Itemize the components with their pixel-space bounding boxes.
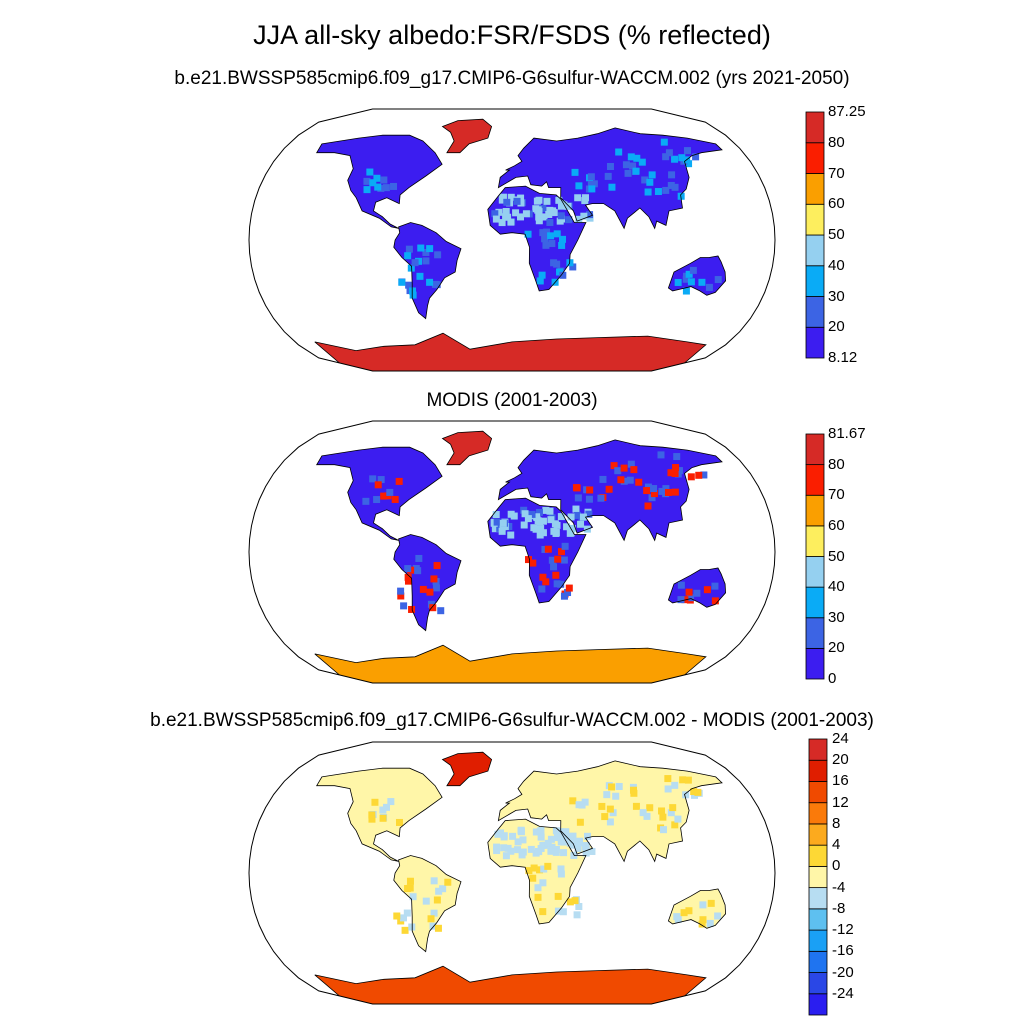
colorbar-tick-label: 20	[832, 751, 849, 769]
colorbar-swatch	[808, 972, 828, 995]
colorbar-tick-label: 50	[828, 226, 845, 243]
colorbar-tick-label: 60	[828, 516, 845, 534]
colorbar-swatch	[808, 802, 828, 825]
map-panel-obs	[248, 420, 776, 684]
colorbar-diff	[808, 738, 828, 1016]
colorbar-swatch	[808, 738, 828, 761]
land-antarctica	[314, 645, 706, 683]
colorbar-tick-label: 87.25	[828, 103, 866, 120]
land-samerica	[393, 534, 461, 631]
land-australia	[668, 889, 726, 929]
colorbar-swatch	[805, 617, 825, 649]
colorbar-swatch	[808, 865, 828, 889]
colorbar-tick-label: 0	[828, 670, 837, 687]
land-greenland	[442, 119, 492, 153]
colorbar-swatch	[808, 823, 828, 846]
colorbar-swatch	[805, 464, 825, 496]
colorbar-swatch	[805, 647, 825, 680]
colorbar-swatch	[805, 326, 825, 359]
land-africa	[487, 498, 586, 603]
colorbar-tick-label: 0	[832, 857, 841, 875]
colorbar-tick-label: 8.12	[828, 349, 858, 366]
land-namerica	[316, 135, 443, 229]
colorbar-swatch	[808, 929, 828, 952]
map-panel-diff	[248, 741, 776, 1005]
map-border	[248, 420, 776, 684]
land-antarctica	[314, 966, 706, 1004]
colorbar-tick-label: 80	[828, 133, 845, 151]
colorbar-tick-label: -20	[832, 963, 854, 981]
land-greenland	[442, 752, 492, 786]
colorbar-tick-label: -4	[832, 878, 846, 896]
colorbar-swatch	[808, 844, 828, 867]
colorbar-tick-label: 40	[828, 256, 845, 274]
colorbar-swatch	[805, 556, 825, 588]
colorbar-swatch	[808, 781, 828, 804]
colorbar-swatch	[805, 296, 825, 328]
colorbar-tick-label: 4	[832, 836, 841, 854]
panel-title-obs: MODIS (2001-2003)	[426, 390, 598, 411]
map-panel-model	[248, 108, 776, 372]
colorbar-tick-label: 40	[828, 578, 845, 596]
colorbar-swatch	[805, 433, 825, 466]
colorbar-swatch	[805, 265, 825, 297]
colorbar-tick-label: -24	[832, 984, 854, 1002]
colorbar-obs	[805, 433, 825, 680]
panel-title-diff: b.e21.BWSSP585cmip6.f09_g17.CMIP6-G6sulf…	[150, 710, 874, 731]
land-namerica	[316, 447, 443, 541]
colorbar-swatch	[805, 173, 825, 205]
colorbar-tick-label: 12	[832, 793, 849, 811]
map-border	[248, 741, 776, 1005]
colorbar-tick-label: -8	[832, 899, 846, 917]
colorbar-swatch	[808, 887, 828, 910]
colorbar-tick-label: 8	[832, 814, 841, 832]
land-samerica	[393, 222, 461, 319]
panel-title-model: b.e21.BWSSP585cmip6.f09_g17.CMIP6-G6sulf…	[174, 68, 850, 89]
colorbar-model	[805, 111, 825, 359]
colorbar-tick-label: 60	[828, 195, 845, 213]
colorbar-swatch	[805, 234, 825, 267]
colorbar-tick-label: 81.67	[828, 425, 866, 442]
colorbar-tick-label: 30	[828, 287, 845, 305]
land-namerica	[316, 768, 443, 862]
colorbar-swatch	[805, 586, 825, 619]
colorbar-tick-label: 80	[828, 455, 845, 473]
colorbar-tick-label: 16	[832, 772, 849, 790]
colorbar-swatch	[808, 908, 828, 931]
colorbar-tick-label: 20	[828, 318, 845, 336]
colorbar-tick-label: 20	[828, 639, 845, 657]
colorbar-tick-label: -12	[832, 921, 854, 939]
colorbar-swatch	[808, 759, 828, 782]
colorbar-swatch	[805, 111, 825, 144]
land-greenland	[442, 431, 492, 465]
colorbar-tick-label: 30	[828, 608, 845, 626]
colorbar-swatch	[805, 203, 825, 236]
colorbar-tick-label: 24	[832, 730, 849, 747]
colorbar-swatch	[808, 950, 828, 973]
colorbar-swatch	[805, 494, 825, 527]
colorbar-swatch	[805, 525, 825, 557]
colorbar-tick-label: 70	[828, 164, 845, 182]
land-antarctica	[314, 333, 706, 371]
colorbar-swatch	[805, 142, 825, 174]
map-border	[248, 108, 776, 372]
figure-title: JJA all-sky albedo:FSR/FSDS (% reflected…	[253, 20, 771, 50]
colorbar-tick-label: 70	[828, 486, 845, 504]
colorbar-swatch	[808, 993, 828, 1016]
colorbar-tick-label: 50	[828, 547, 845, 565]
colorbar-tick-label: -16	[832, 942, 854, 960]
